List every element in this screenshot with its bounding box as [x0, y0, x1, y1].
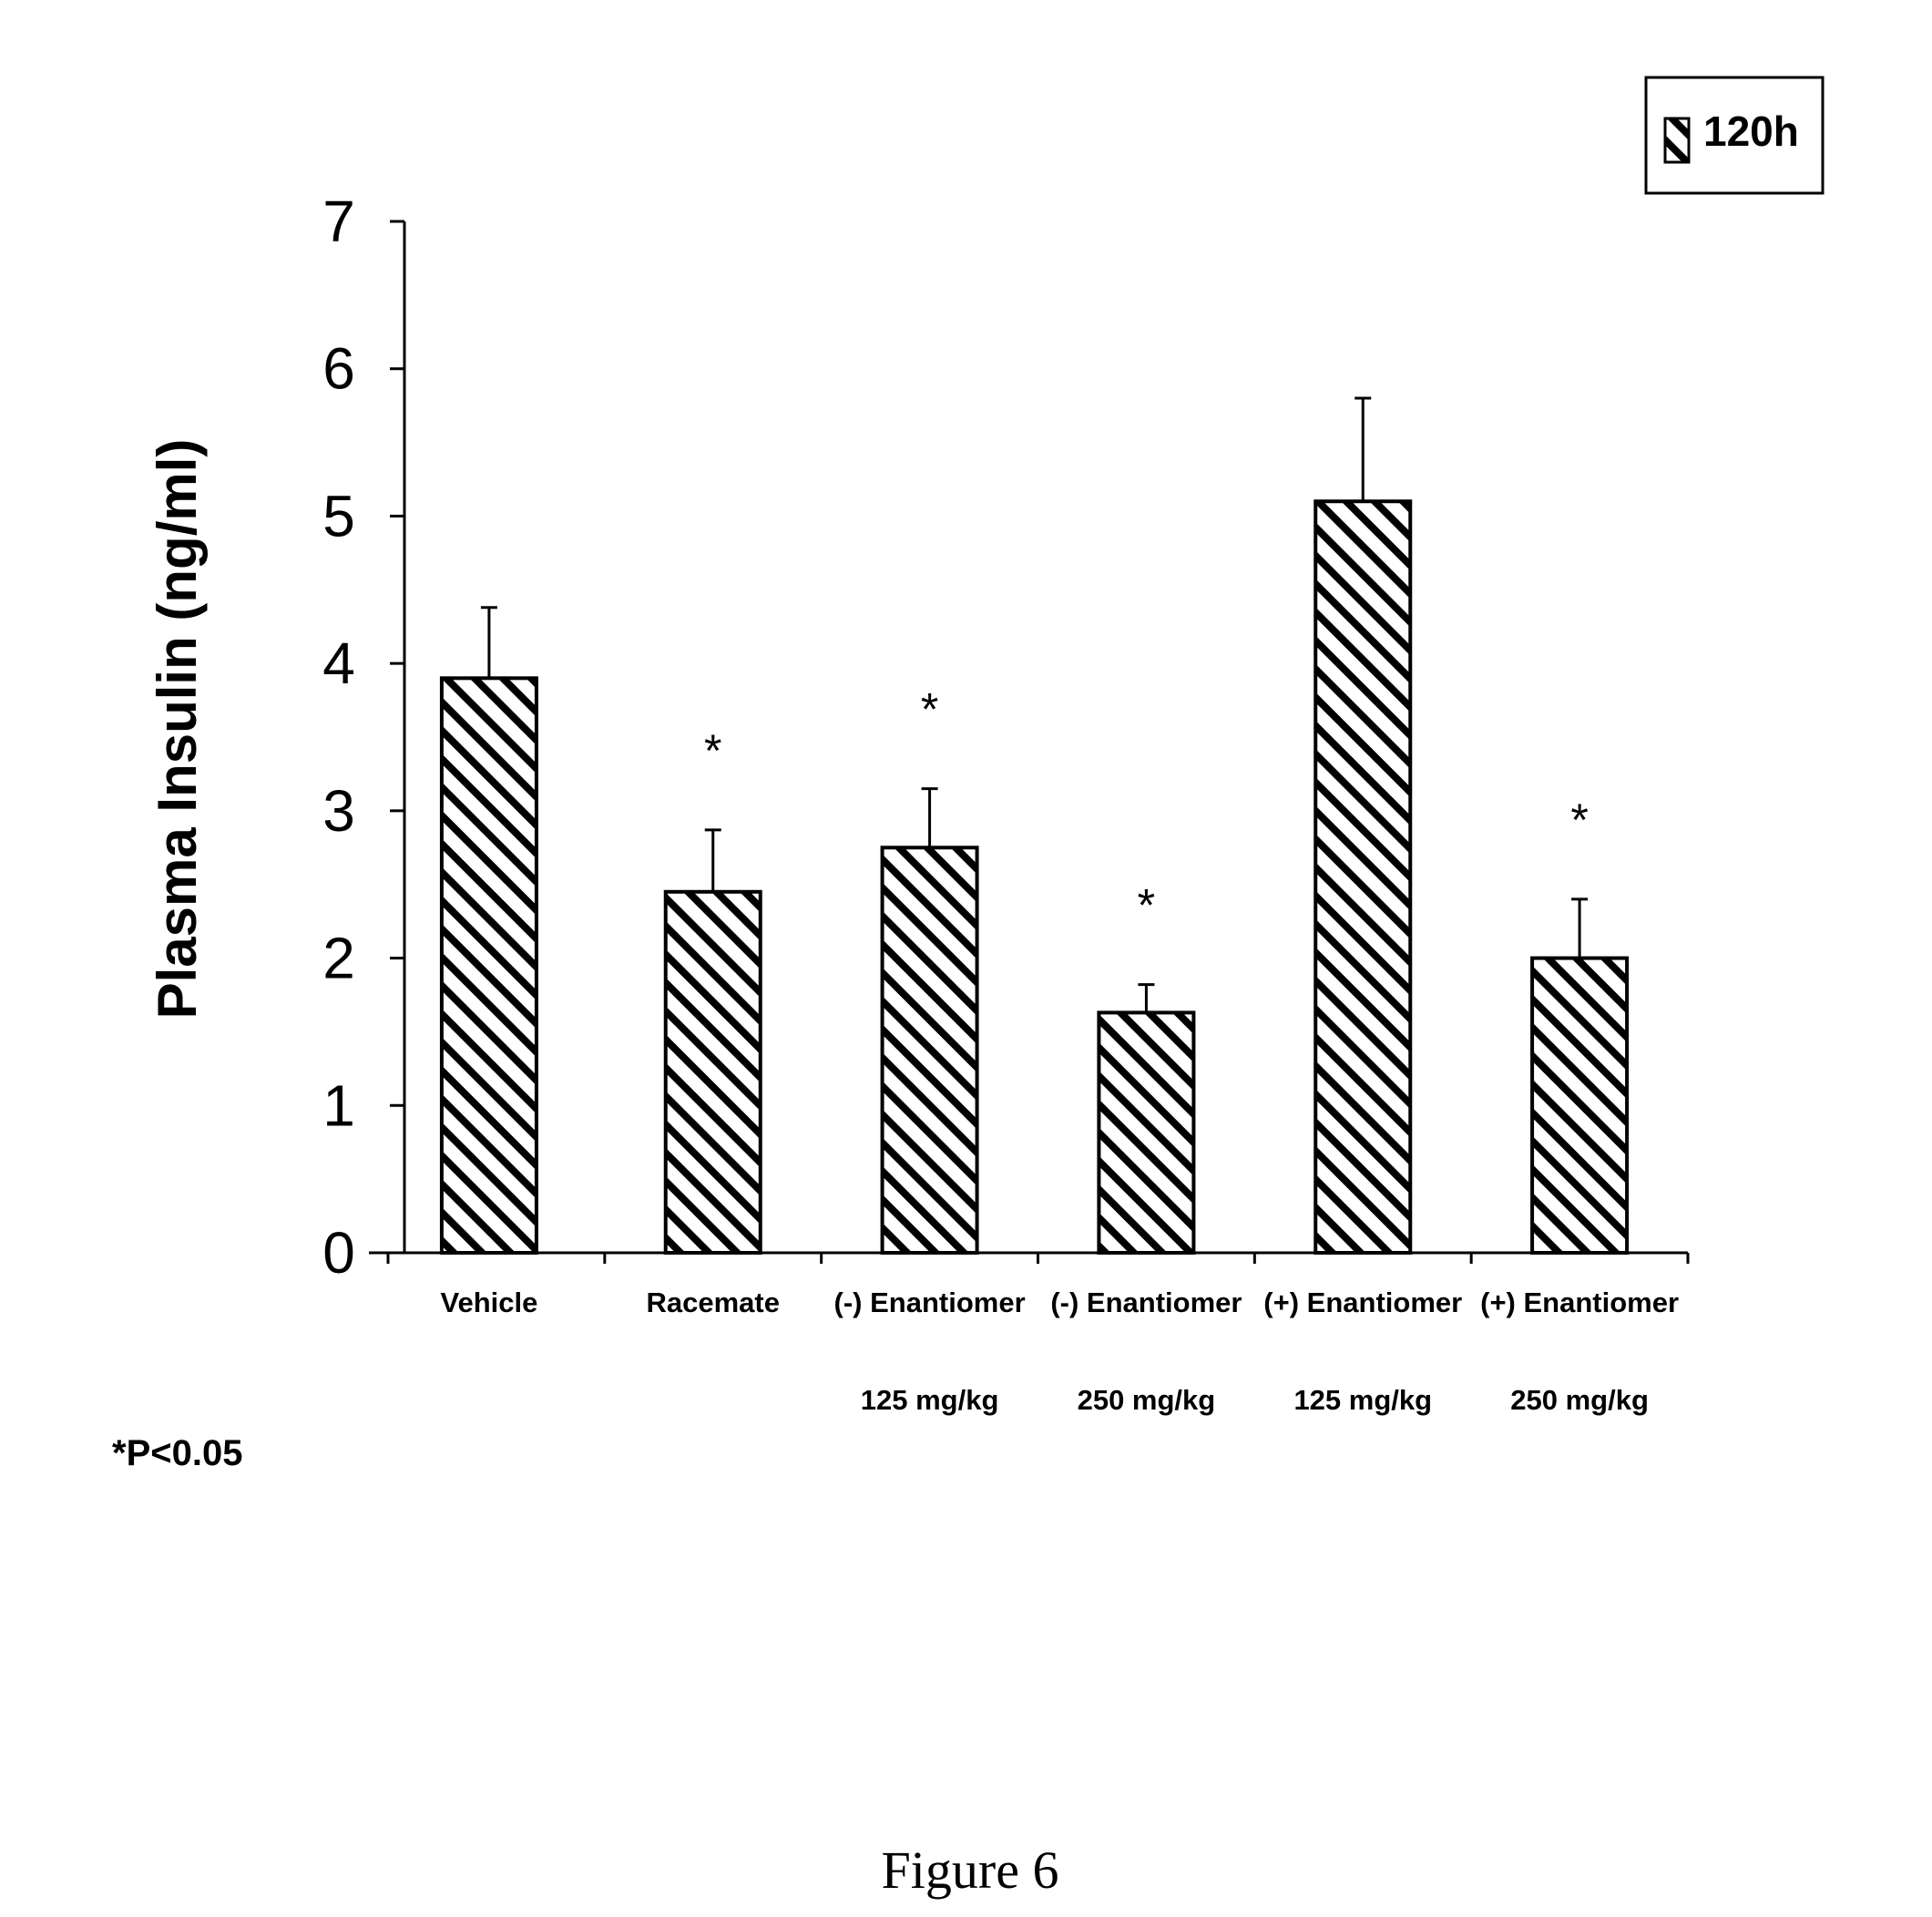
significance-marker: *	[921, 684, 938, 735]
y-tick-label: 6	[322, 336, 355, 402]
significance-marker: *	[704, 725, 721, 776]
x-tick-label-dose: 125 mg/kg	[1293, 1384, 1432, 1416]
bar	[1099, 1012, 1193, 1253]
y-tick-label: 3	[322, 778, 355, 844]
bar	[1315, 501, 1410, 1253]
y-tick-label: 7	[322, 189, 355, 254]
bar	[1532, 958, 1627, 1253]
y-tick-label: 0	[322, 1220, 355, 1286]
legend-label: 120h	[1703, 108, 1799, 155]
significance-marker: *	[1138, 880, 1155, 931]
x-tick-label: Racemate	[647, 1287, 780, 1318]
significance-marker: *	[1570, 794, 1588, 846]
x-tick-label: (-) Enantiomer	[1050, 1287, 1242, 1318]
x-tick-label-dose: 250 mg/kg	[1078, 1384, 1216, 1416]
y-axis-label: Plasma Insulin (ng/ml)	[147, 439, 208, 1020]
x-tick-label: (+) Enantiomer	[1480, 1287, 1679, 1318]
bar	[442, 678, 537, 1253]
legend-swatch	[1665, 118, 1689, 162]
x-tick-label-dose: 125 mg/kg	[861, 1384, 999, 1416]
y-tick-label: 1	[322, 1072, 355, 1138]
figure-caption: Figure 6	[882, 1840, 1059, 1900]
bar	[666, 892, 761, 1253]
x-tick-label: (+) Enantiomer	[1263, 1287, 1462, 1318]
x-tick-label: (-) Enantiomer	[834, 1287, 1026, 1318]
y-tick-label: 5	[322, 483, 355, 548]
y-tick-label: 4	[322, 630, 355, 696]
x-tick-label-dose: 250 mg/kg	[1510, 1384, 1649, 1416]
y-tick-label: 2	[322, 926, 355, 991]
legend: 120h	[1646, 77, 1823, 193]
x-tick-label: Vehicle	[440, 1287, 537, 1318]
bar	[883, 847, 977, 1253]
footnote: *P<0.05	[112, 1433, 242, 1473]
